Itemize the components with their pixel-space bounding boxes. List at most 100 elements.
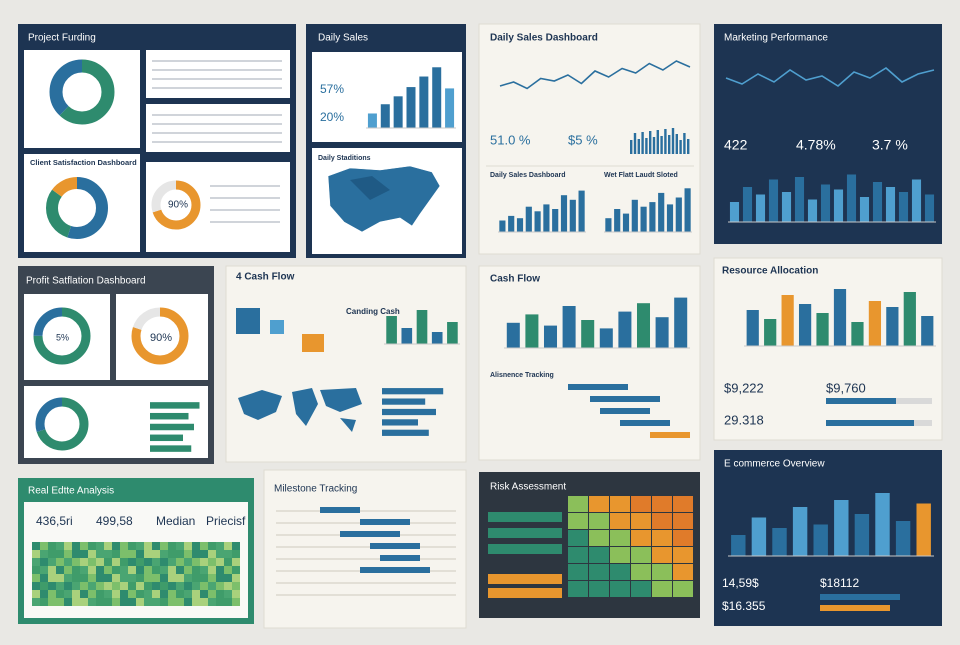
bar — [401, 328, 413, 344]
bar — [833, 289, 847, 346]
heat-cell — [208, 590, 216, 598]
gantt-bar — [370, 543, 420, 549]
heat-cell — [64, 574, 72, 582]
heat-cell — [160, 598, 168, 606]
kpi-value: 422 — [724, 137, 748, 153]
kpi-value: 499,58 — [96, 514, 133, 528]
heat-cell — [652, 547, 672, 563]
card-title: Real Edtte Analysis — [28, 486, 114, 497]
heat-cell — [168, 542, 176, 550]
bar — [885, 187, 896, 222]
block — [270, 320, 284, 334]
mini-bar — [630, 140, 633, 154]
bar — [834, 500, 849, 556]
heat-cell — [96, 574, 104, 582]
heat-cell — [40, 558, 48, 566]
heat-cell — [128, 566, 136, 574]
bar — [552, 209, 559, 232]
heat-cell — [610, 496, 630, 512]
heat-cell — [192, 542, 200, 550]
mini-bar — [679, 140, 682, 154]
heat-cell — [64, 558, 72, 566]
list-row — [210, 185, 280, 187]
heat-cell — [48, 574, 56, 582]
heat-cell — [589, 513, 609, 529]
bar — [150, 445, 192, 452]
heat-cell — [112, 550, 120, 558]
bar — [447, 322, 458, 344]
heat-cell — [168, 566, 176, 574]
heat-cell — [136, 550, 144, 558]
donut-segment — [35, 397, 89, 451]
heat-cell — [136, 558, 144, 566]
bar — [508, 215, 515, 232]
bar — [382, 419, 418, 426]
card — [225, 265, 467, 463]
heat-cell — [652, 496, 672, 512]
heat-cell — [631, 547, 651, 563]
heat-cell — [112, 566, 120, 574]
heat-cell — [32, 590, 40, 598]
heat-cell — [120, 566, 128, 574]
heat-cell — [80, 558, 88, 566]
kpi-value: $16.355 — [722, 599, 766, 613]
line — [725, 67, 935, 87]
donut-segment — [33, 307, 91, 365]
heat-cell — [48, 550, 56, 558]
heat-cell — [56, 550, 64, 558]
heat-cell — [64, 542, 72, 550]
heat-cell — [32, 598, 40, 606]
heat-cell — [224, 598, 232, 606]
kpi-value: 29.318 — [724, 412, 764, 427]
heat-cell — [176, 598, 184, 606]
kpi-value: $18112 — [820, 576, 859, 590]
bar — [560, 195, 568, 232]
heat-cell — [216, 550, 224, 558]
bar — [755, 194, 766, 222]
kpi-value: 4.78% — [796, 137, 836, 153]
heat-cell — [168, 574, 176, 582]
heat-cell — [104, 558, 112, 566]
heat-cell — [144, 542, 152, 550]
heat-cell — [232, 590, 240, 598]
heat-cell — [589, 581, 609, 597]
list-row — [152, 78, 282, 80]
bar — [416, 310, 428, 344]
bar — [684, 188, 691, 232]
bar — [605, 218, 612, 232]
card-title: 4 Cash Flow — [236, 272, 295, 283]
label: Daily Sales Dashboard — [490, 172, 565, 179]
heat-cell — [610, 513, 630, 529]
bar — [833, 189, 844, 222]
mini-bar — [633, 133, 637, 154]
bar — [581, 320, 595, 348]
heat-cell — [104, 566, 112, 574]
heat-cell — [631, 581, 651, 597]
heat-cell — [200, 582, 208, 590]
bar — [872, 182, 883, 222]
heat-cell — [184, 582, 192, 590]
heat-cell — [88, 550, 96, 558]
heat-cell — [104, 574, 112, 582]
label: Canding Cash — [346, 307, 400, 316]
gantt-bar — [360, 567, 430, 573]
heat-cell — [152, 566, 160, 574]
heat-cell — [128, 598, 136, 606]
bar — [751, 517, 767, 556]
bar — [813, 524, 828, 556]
heat-cell — [631, 564, 651, 580]
mini-bar — [668, 135, 671, 154]
kpi-value: 14,59$ — [722, 576, 759, 590]
bar — [898, 192, 909, 222]
bar — [911, 179, 922, 222]
list-row — [152, 132, 282, 134]
bar — [772, 528, 787, 556]
bar — [543, 204, 550, 232]
bar — [525, 206, 532, 232]
bar — [794, 177, 805, 222]
block — [236, 308, 260, 334]
heat-cell — [152, 598, 160, 606]
heat-cell — [168, 582, 176, 590]
heat-cell — [96, 566, 104, 574]
